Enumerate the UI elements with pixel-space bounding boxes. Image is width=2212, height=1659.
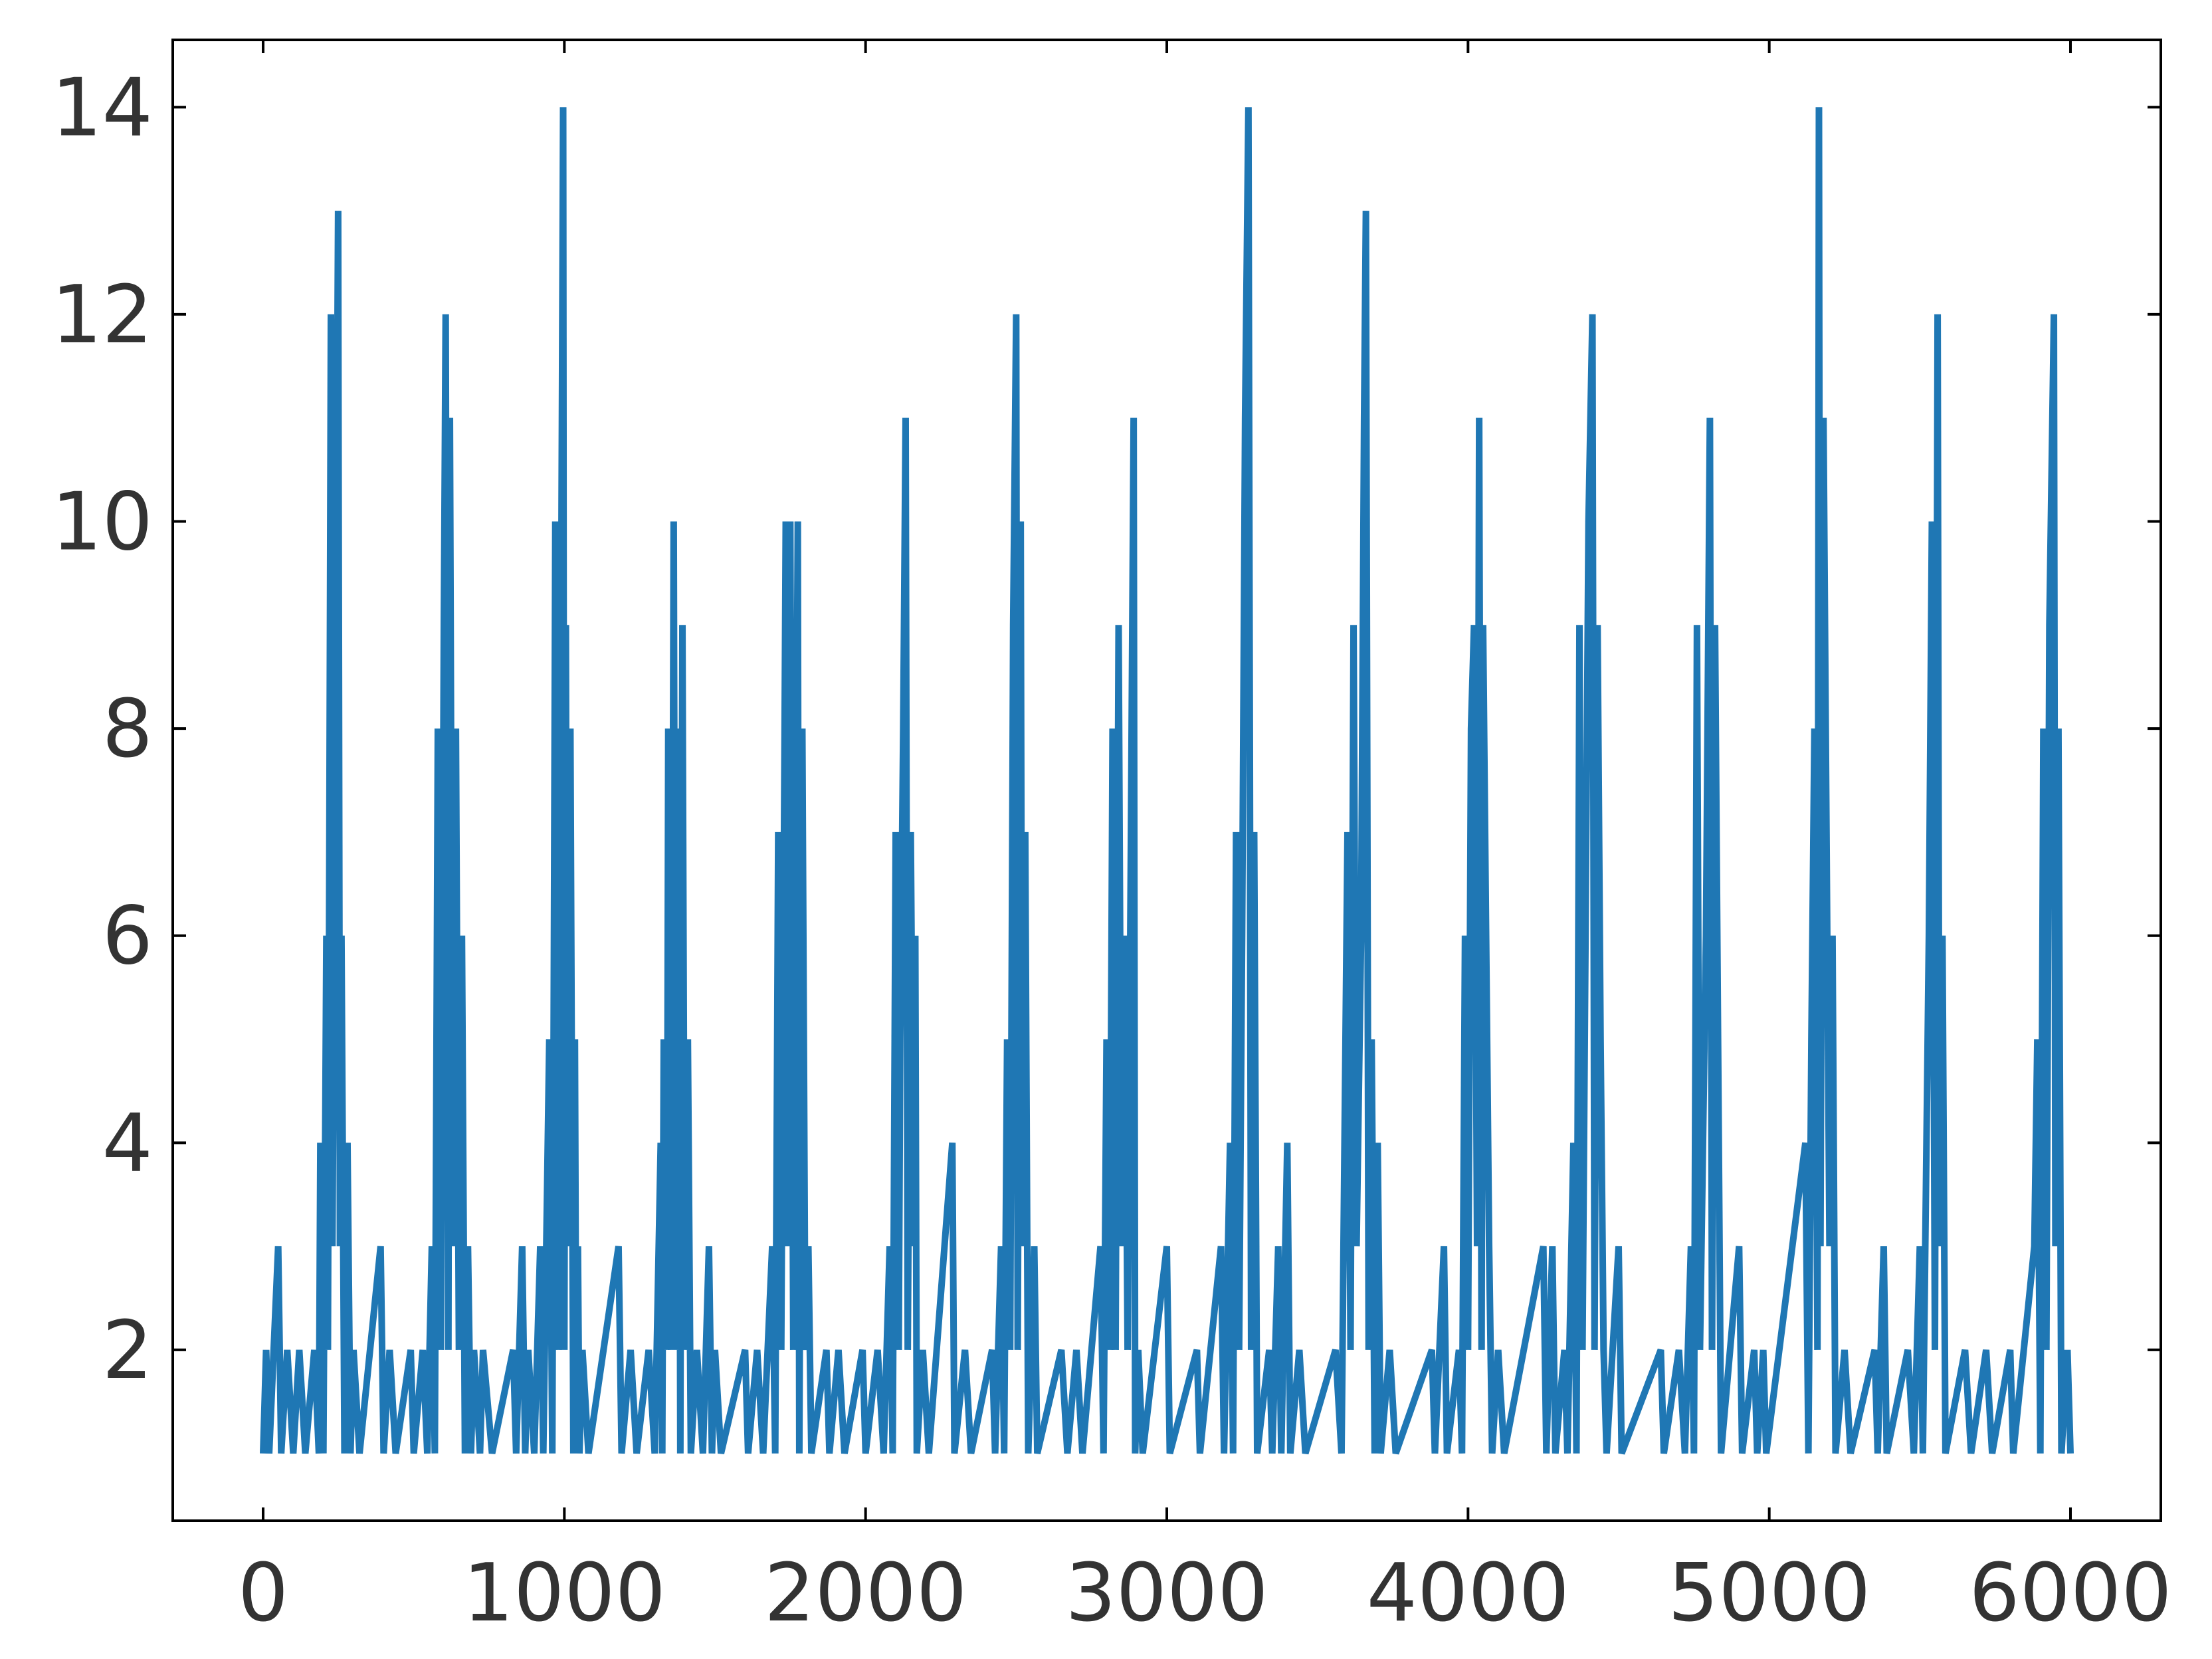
y-tick-label: 4 xyxy=(102,1097,153,1190)
y-tick-label: 12 xyxy=(51,269,153,362)
y-tick-label: 14 xyxy=(51,62,153,154)
y-tick-label: 8 xyxy=(102,683,153,776)
x-tick-label: 4000 xyxy=(1367,1547,1569,1640)
x-tick-label: 0 xyxy=(238,1547,288,1640)
x-tick-label: 1000 xyxy=(463,1547,666,1640)
x-tick-label: 3000 xyxy=(1065,1547,1268,1640)
y-tick-label: 10 xyxy=(51,476,153,568)
x-tick-label: 5000 xyxy=(1668,1547,1870,1640)
y-tick-label: 6 xyxy=(102,891,153,983)
data-line xyxy=(260,107,2074,1455)
y-tick-label: 2 xyxy=(102,1305,153,1397)
x-tick-label: 2000 xyxy=(764,1547,967,1640)
x-tick-label: 6000 xyxy=(1969,1547,2171,1640)
